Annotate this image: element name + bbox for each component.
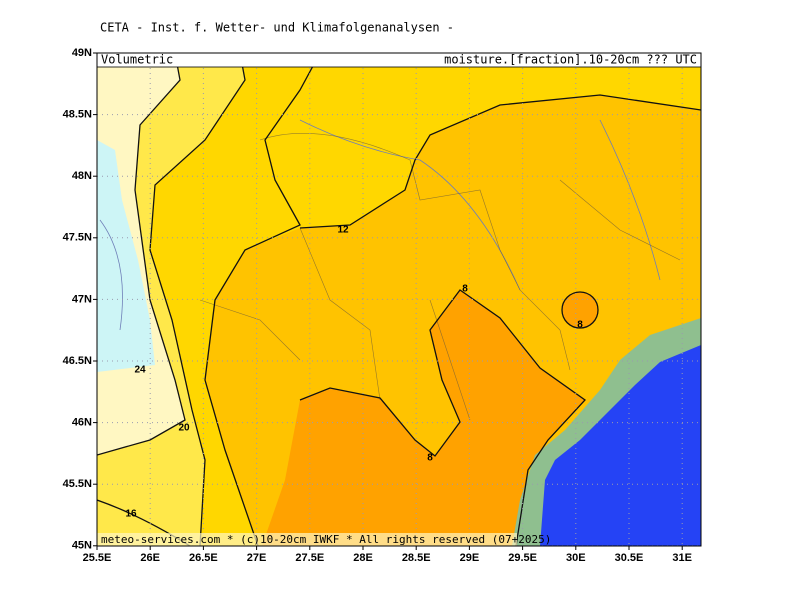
- copyright: meteo-services.com * (c)10-20cm IWKF * A…: [101, 533, 551, 546]
- field-zone: [262, 290, 585, 546]
- lat-tick-label: 48.5N: [63, 109, 92, 121]
- lon-tick-label: 27E: [247, 552, 267, 564]
- lon-tick-label: 31E: [672, 552, 692, 564]
- lat-tick-label: 46N: [72, 417, 92, 429]
- field-label: Volumetric: [101, 53, 173, 67]
- lon-tick-label: 26E: [140, 552, 160, 564]
- contour-line: [97, 53, 186, 456]
- field-zone: [562, 292, 598, 328]
- lon-tick-label: 28.5E: [402, 552, 431, 564]
- lat-tick-label: 45.5N: [63, 478, 92, 490]
- contour-line: [299, 94, 701, 229]
- map-title: CETA - Inst. f. Wetter- und Klimafolgena…: [100, 21, 454, 35]
- contour-line: [149, 53, 246, 546]
- lon-tick-label: 29E: [460, 552, 480, 564]
- lon-tick-label: 28E: [353, 552, 373, 564]
- lat-tick-label: 45N: [72, 540, 92, 552]
- lat-tick-label: 47N: [72, 293, 92, 305]
- contour-line: [561, 291, 599, 329]
- contour-line: [299, 289, 586, 546]
- lat-tick-label: 46.5N: [63, 355, 92, 367]
- sea: [540, 345, 701, 546]
- contour-label: 24: [134, 365, 146, 376]
- contour-label: 8: [427, 453, 433, 464]
- lat-tick-label: 49N: [72, 47, 92, 59]
- lon-tick-label: 26.5E: [189, 552, 218, 564]
- map-area: 12 8 8 8 24 20 16 Volumetric moisture.[fractio…: [97, 53, 701, 546]
- contour-label: 8: [462, 284, 468, 295]
- lon-tick-label: 29.5E: [508, 552, 537, 564]
- admin-border: [199, 133, 681, 421]
- lat-tick-label: 48N: [72, 170, 92, 182]
- contour-label: 8: [577, 320, 583, 331]
- field-zone: [97, 140, 155, 372]
- label-bar: [97, 53, 701, 68]
- footer-bar: [97, 533, 517, 546]
- lon-tick-label: 27.5E: [295, 552, 324, 564]
- contour-label: 16: [125, 509, 137, 520]
- contour-label: 20: [178, 423, 190, 434]
- lon-tick-label: 25.5E: [83, 552, 112, 564]
- lon-tick-label: 30.5E: [615, 552, 644, 564]
- lon-tick-label: 30E: [566, 552, 586, 564]
- river: [99, 119, 661, 331]
- field-label: moisture.[fraction].10-20cm ??? UTC: [444, 53, 697, 67]
- contour-label: 12: [337, 225, 349, 236]
- lat-tick-label: 47.5N: [63, 232, 92, 244]
